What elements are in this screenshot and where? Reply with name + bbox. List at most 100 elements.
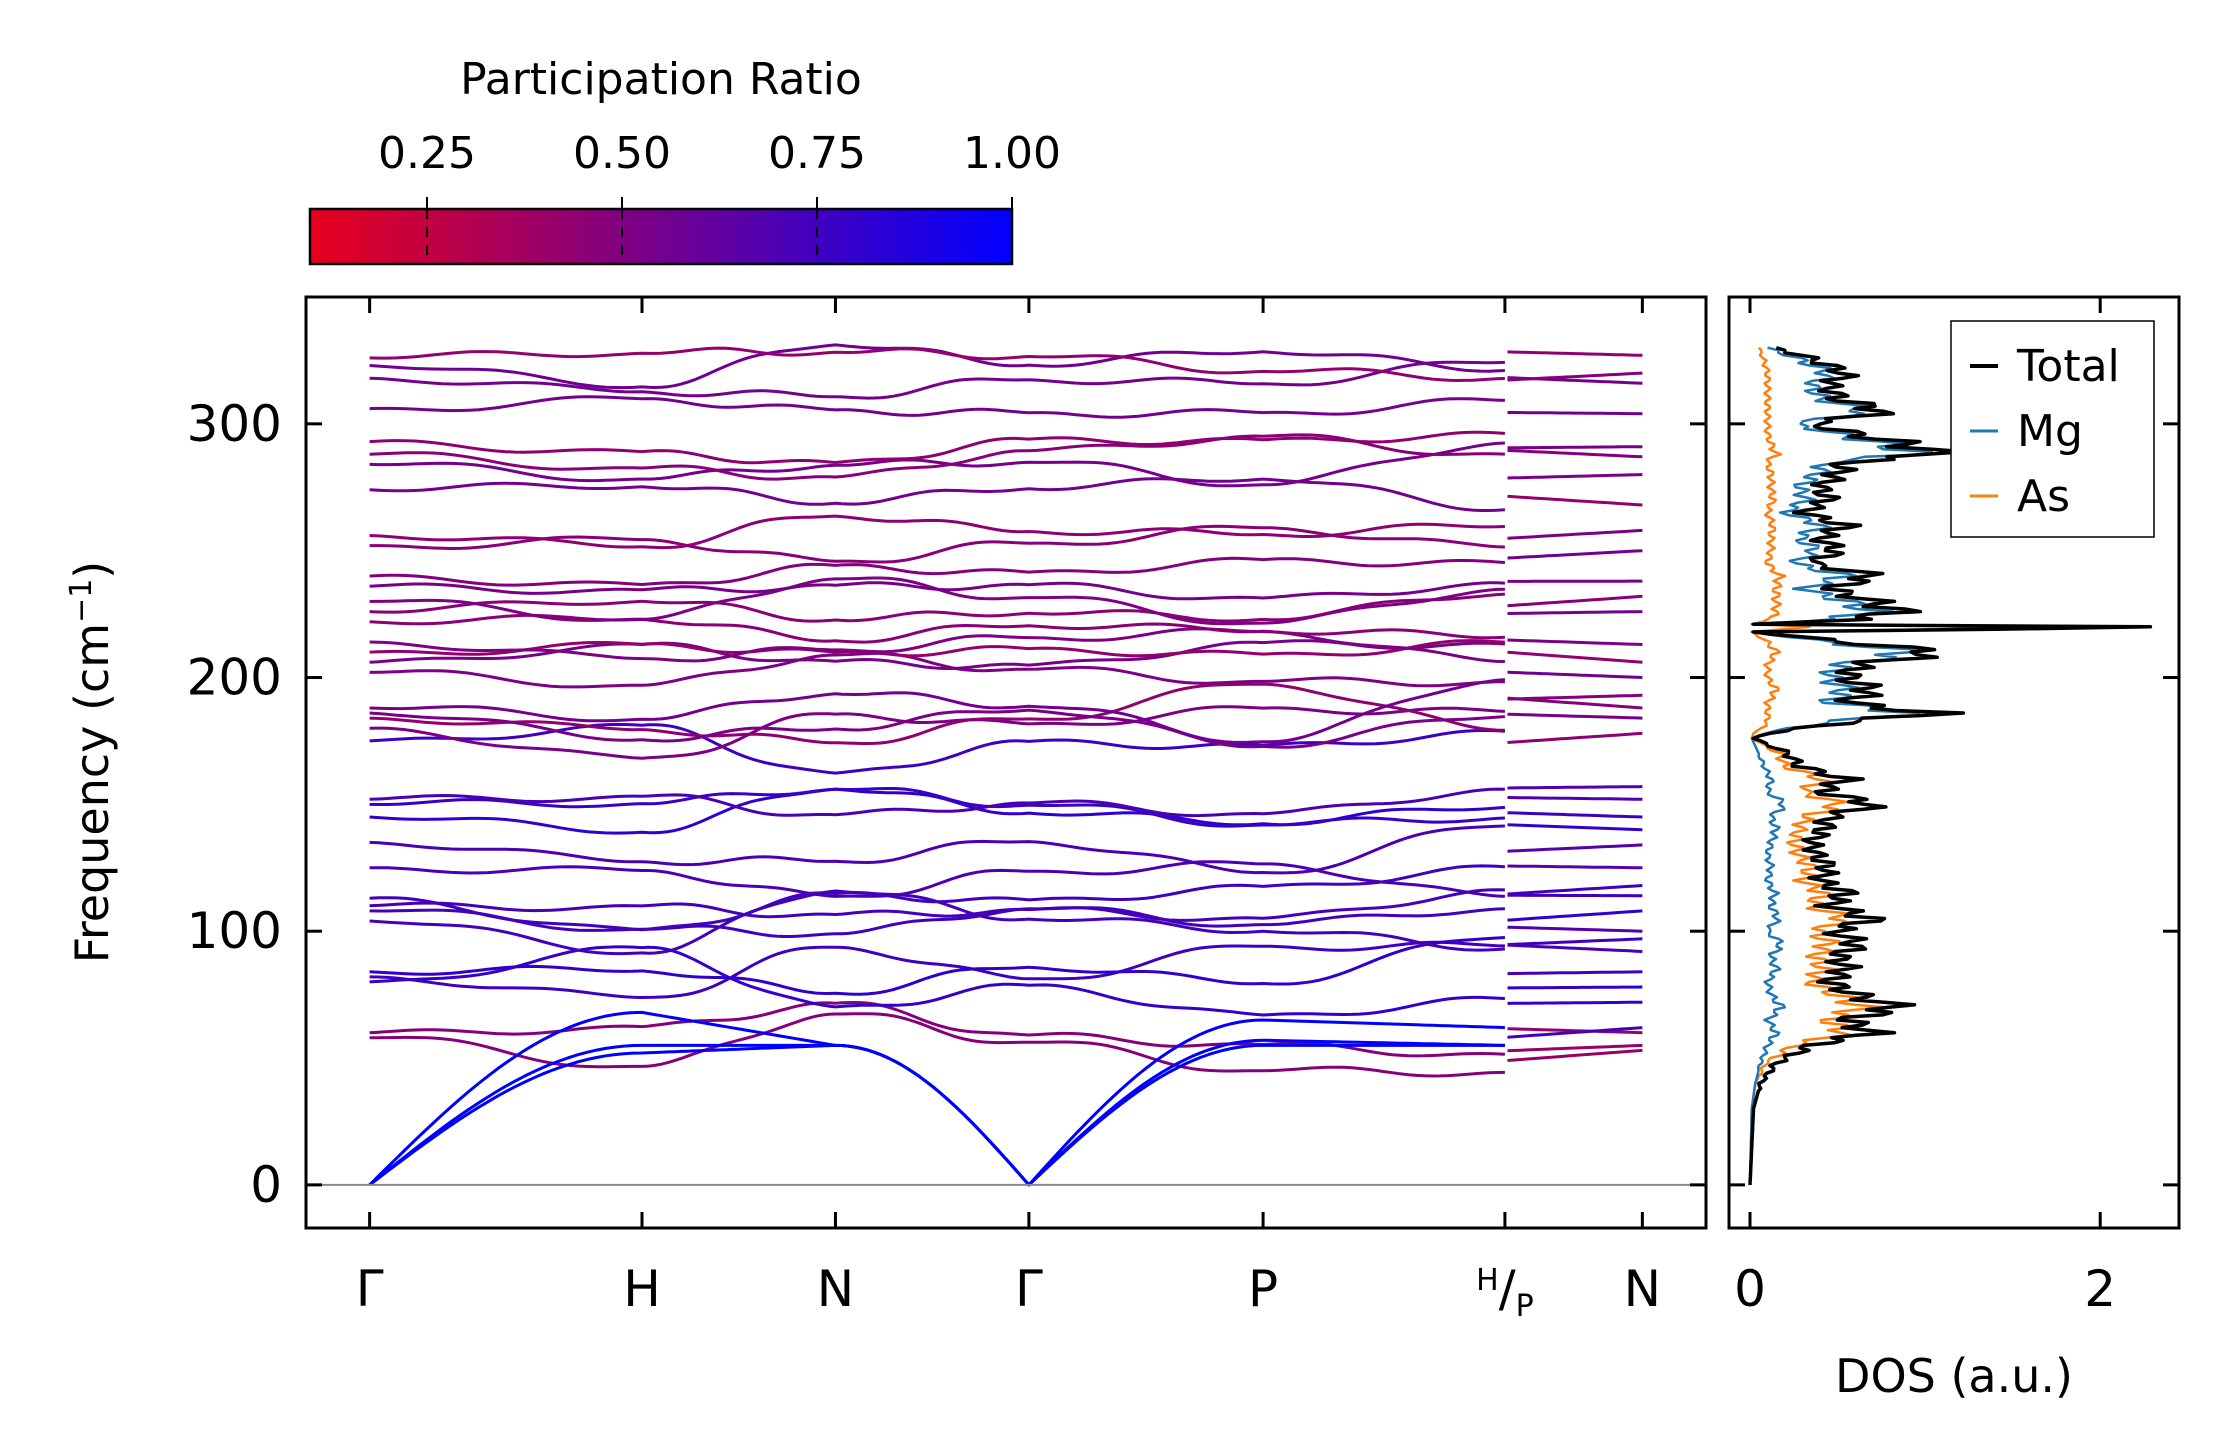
kpoint-label: Γ bbox=[1015, 1260, 1043, 1318]
acoustic-branch bbox=[368, 1010, 1505, 1187]
band-line bbox=[369, 682, 1505, 745]
band-line bbox=[1507, 494, 1643, 507]
y-tick-label: 0 bbox=[250, 1156, 282, 1214]
kpoint-label: H bbox=[623, 1260, 661, 1318]
kpoint-label: N bbox=[817, 1260, 854, 1318]
legend-box bbox=[1950, 320, 2155, 538]
legend-label-mg: Mg bbox=[2017, 406, 2083, 457]
band-line bbox=[1507, 785, 1643, 790]
band-line bbox=[369, 395, 1505, 419]
band-line bbox=[369, 360, 1505, 400]
band-line bbox=[369, 888, 1505, 922]
dos-frame bbox=[1727, 295, 2181, 1230]
band-line bbox=[1507, 371, 1643, 382]
band-line bbox=[1507, 693, 1643, 701]
kpoint-label: N bbox=[1624, 1260, 1661, 1318]
band-line bbox=[1507, 811, 1643, 819]
colorbar-label: Participation Ratio bbox=[460, 54, 862, 105]
band-line bbox=[369, 346, 1505, 382]
band-line bbox=[369, 441, 1505, 488]
band-panel: 0 100 200 300 Γ H N Γ P N H/P Frequency (cm−1) bbox=[64, 295, 1708, 1324]
band-line bbox=[1507, 712, 1643, 720]
band-line bbox=[369, 627, 1505, 663]
band-line bbox=[369, 651, 1505, 689]
band-line bbox=[1507, 411, 1643, 416]
band-line bbox=[369, 860, 1505, 898]
band-line bbox=[369, 514, 1505, 550]
band-line bbox=[1507, 884, 1643, 896]
colorbar-tick-label: 0.75 bbox=[768, 128, 866, 179]
band-line bbox=[369, 787, 1505, 818]
band-line bbox=[1507, 909, 1643, 922]
kpoint-label: P bbox=[1248, 1260, 1278, 1318]
band-line bbox=[369, 430, 1505, 465]
band-line bbox=[369, 1001, 1505, 1058]
band-line bbox=[1507, 843, 1643, 853]
band-line bbox=[1507, 796, 1643, 801]
band-line bbox=[1507, 937, 1643, 947]
band-line bbox=[1507, 1043, 1643, 1053]
band-line bbox=[369, 708, 1505, 749]
dos-x-axis-label: DOS (a.u.) bbox=[1835, 1349, 2073, 1403]
band-line bbox=[1507, 638, 1643, 646]
band-y-axis-label: Frequency (cm−1) bbox=[64, 561, 119, 964]
band-lines bbox=[306, 343, 1706, 1187]
colorbar-ticks bbox=[426, 197, 1013, 264]
band-line bbox=[369, 524, 1505, 564]
band-line bbox=[369, 722, 1505, 775]
legend-label-total: Total bbox=[2016, 341, 2120, 392]
colorbar-tick-label: 1.00 bbox=[963, 128, 1061, 179]
kpoint-break-label: H/P bbox=[1476, 1260, 1534, 1324]
band-line bbox=[369, 1012, 1505, 1078]
band-line bbox=[1507, 943, 1643, 953]
band-line bbox=[1507, 670, 1643, 679]
band-line bbox=[369, 613, 1505, 644]
band-line bbox=[369, 945, 1505, 1017]
band-line bbox=[1507, 445, 1643, 450]
band-line bbox=[369, 864, 1505, 932]
band-line bbox=[1507, 864, 1643, 870]
band-line bbox=[1507, 448, 1643, 459]
band-line bbox=[1507, 610, 1643, 615]
band-line bbox=[369, 705, 1505, 760]
band-line bbox=[369, 906, 1505, 938]
band-line bbox=[1507, 350, 1643, 357]
band-line bbox=[369, 639, 1505, 670]
band-line bbox=[1507, 823, 1643, 832]
colorbar-tick-labels: 0.25 0.50 0.75 1.00 bbox=[378, 128, 1061, 179]
band-frame bbox=[304, 295, 1708, 1230]
band-line bbox=[1507, 970, 1643, 976]
colorbar-tick-label: 0.50 bbox=[573, 128, 671, 179]
dos-x-tick-label: 0 bbox=[1734, 1260, 1766, 1318]
band-line bbox=[369, 678, 1506, 744]
y-tick-label: 100 bbox=[187, 902, 282, 960]
band-line bbox=[369, 936, 1505, 996]
dos-lines bbox=[1748, 346, 2153, 1185]
band-line bbox=[1507, 650, 1643, 664]
y-tick-label: 300 bbox=[187, 395, 282, 453]
band-line bbox=[1507, 731, 1643, 744]
colorbar-tick-label: 0.25 bbox=[378, 128, 476, 179]
legend-label-as: As bbox=[2017, 471, 2070, 522]
dos-x-tick-label: 2 bbox=[2084, 1260, 2116, 1318]
band-line bbox=[369, 433, 1505, 481]
band-line bbox=[1507, 1000, 1643, 1005]
band-line bbox=[1507, 473, 1643, 480]
band-line bbox=[1507, 1048, 1643, 1062]
band-line bbox=[1507, 985, 1643, 990]
dos-series-total bbox=[1748, 346, 2153, 1185]
y-tick-label: 200 bbox=[187, 649, 282, 707]
dos-series-mg bbox=[1748, 346, 2037, 1185]
band-line bbox=[369, 940, 1505, 999]
colorbar-gradient bbox=[308, 207, 1014, 266]
band-line bbox=[369, 581, 1505, 601]
band-line bbox=[1507, 594, 1643, 608]
band-line bbox=[369, 556, 1505, 587]
band-axes: 0 100 200 300 Γ H N Γ P N H/P bbox=[187, 295, 1708, 1324]
colorbar: Participation Ratio 0.25 0.50 0.75 1.00 bbox=[308, 54, 1061, 266]
band-line bbox=[1507, 549, 1643, 560]
band-line bbox=[369, 477, 1505, 512]
band-line bbox=[1507, 1027, 1643, 1035]
